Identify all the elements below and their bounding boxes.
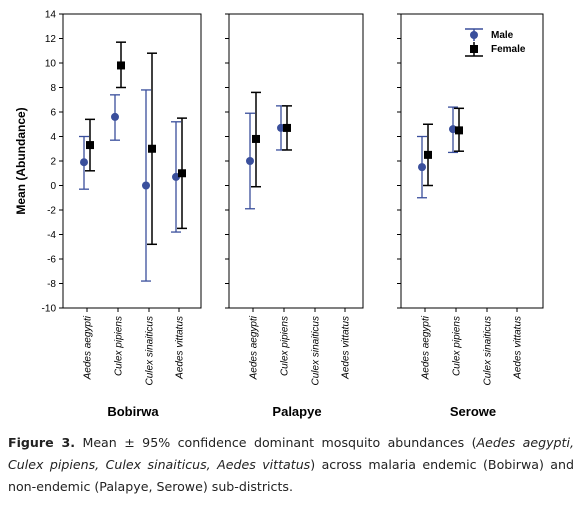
x-tick-label: Culex sinaiticus: [311, 316, 322, 385]
y-tick-label: 4: [50, 132, 56, 143]
legend-entry-female: Female: [465, 42, 526, 57]
legend-entry-male: Male: [465, 28, 514, 41]
panel-label: Serowe: [450, 404, 496, 419]
y-tick-label: -6: [47, 255, 56, 266]
x-tick-label: Aedes aegypti: [249, 315, 260, 380]
data-point-male: [141, 89, 151, 282]
mean-marker-male: [246, 157, 254, 165]
y-axis: -10 -8 -6 -4 -2 0 2 4 6 8 10 12 14: [42, 10, 57, 315]
legend-label-male: Male: [491, 30, 514, 41]
panel-label: Palapye: [272, 404, 321, 419]
x-tick-label: Aedes vittatus: [175, 316, 186, 380]
x-tick-label: Culex sinaiticus: [483, 316, 494, 385]
y-tick-label: 0: [50, 181, 56, 192]
legend-marker-female: [470, 45, 478, 53]
legend-marker-male: [470, 31, 478, 39]
data-point-female: [116, 41, 126, 89]
mean-marker-female: [283, 123, 291, 132]
data-point-male: [110, 94, 120, 141]
data-point-female: [454, 107, 464, 152]
panels: Aedes aegypti Culex pipiens Culex sinaitic…: [59, 13, 544, 419]
data-point-male: [171, 121, 181, 233]
x-tick-label: Culex pipiens: [452, 316, 463, 376]
x-tick-label: Culex pipiens: [114, 316, 125, 376]
mean-marker-male: [111, 112, 119, 121]
mean-marker-male: [418, 163, 426, 172]
y-tick-label: -4: [47, 230, 56, 241]
x-tick-label: Aedes vittatus: [513, 316, 524, 380]
panel-bobirwa: Aedes aegypti Culex pipiens Culex sinaitic…: [59, 13, 202, 419]
mean-marker-female: [424, 150, 432, 159]
data-point-female: [85, 118, 95, 172]
data-point-female: [177, 117, 187, 230]
caption-text-end: ) across malaria endemic (Bobirwa) and n…: [8, 457, 574, 494]
mean-marker-female: [455, 126, 463, 135]
data-point-female: [251, 91, 261, 188]
data-point-male: [417, 135, 427, 199]
mean-marker-male: [142, 181, 150, 190]
y-tick-label: 10: [45, 59, 57, 70]
legend: Male Female: [465, 28, 526, 57]
y-tick-label: 8: [50, 83, 56, 94]
y-axis-label: Mean (Abundance): [14, 107, 28, 214]
panel-label: Bobirwa: [107, 404, 159, 419]
mean-marker-male: [80, 158, 88, 167]
data-point-male: [79, 135, 89, 190]
y-tick-label: 12: [45, 34, 57, 45]
x-tick-label: Culex sinaiticus: [145, 316, 156, 385]
y-tick-label: -10: [42, 304, 57, 315]
y-tick-label: -2: [47, 206, 56, 217]
x-tick-label: Aedes vittatus: [341, 316, 352, 380]
y-tick-label: -8: [47, 279, 56, 290]
mean-marker-female: [117, 61, 125, 70]
y-tick-label: 6: [50, 108, 56, 119]
legend-label-female: Female: [491, 44, 526, 55]
caption-species: Aedes aegypti, Culex pipiens, Culex sina…: [8, 435, 574, 472]
panel-serowe: Aedes aegypti Culex pipiens Culex sinaitic…: [397, 13, 544, 419]
panel-palapye: Aedes aegypti Culex pipiens Culex sinaitic…: [225, 13, 364, 419]
data-point-female: [147, 52, 157, 246]
figure-caption: Figure 3. Mean ± 95% confidence dominant…: [8, 432, 574, 498]
mean-marker-female: [252, 134, 260, 143]
data-point-male: [245, 112, 255, 210]
data-point-female: [282, 105, 292, 151]
x-tick-label: Aedes aegypti: [83, 315, 94, 380]
caption-text: Mean ± 95% confidence dominant mosquito …: [75, 435, 477, 450]
mean-marker-female: [178, 169, 186, 178]
x-tick-label: Aedes aegypti: [421, 315, 432, 380]
mean-marker-female: [86, 141, 94, 150]
y-tick-label: 14: [45, 10, 57, 21]
mean-marker-female: [148, 144, 156, 153]
x-tick-label: Culex pipiens: [280, 316, 291, 376]
chart: Mean (Abundance) -10-8-6-4-202468101214 …: [14, 10, 544, 419]
y-tick-label: 2: [50, 157, 56, 168]
caption-label: Figure 3.: [8, 435, 76, 450]
data-point-female: [423, 123, 433, 187]
